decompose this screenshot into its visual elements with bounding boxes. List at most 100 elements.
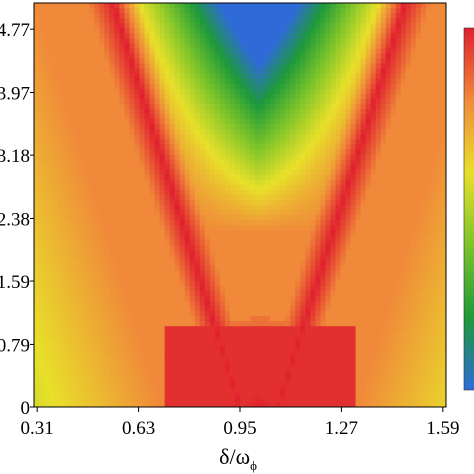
heatmap-cell — [320, 245, 327, 252]
heatmap-cell — [134, 119, 141, 125]
heatmap-cell — [345, 73, 352, 80]
heatmap-cell — [49, 270, 55, 277]
heatmap-cell — [139, 159, 146, 166]
heatmap-cell — [440, 255, 446, 262]
heatmap-cell — [310, 144, 316, 151]
heatmap-cell — [234, 43, 241, 50]
heatmap-cell — [144, 265, 151, 272]
heatmap-cell — [395, 154, 402, 161]
heatmap-cell — [84, 134, 90, 140]
heatmap-cell — [39, 48, 45, 55]
heatmap-cell — [355, 93, 362, 100]
heatmap-cell — [124, 28, 131, 34]
heatmap-cell — [39, 3, 45, 9]
heatmap-cell — [270, 169, 276, 176]
heatmap-cell — [330, 169, 337, 176]
heatmap-cell — [129, 33, 136, 39]
heatmap-cell — [395, 98, 402, 105]
heatmap-cell — [139, 129, 146, 135]
heatmap-cell — [199, 199, 206, 206]
heatmap-cell — [49, 119, 55, 125]
heatmap-cell — [74, 250, 80, 257]
heatmap-cell — [119, 43, 126, 50]
heatmap-cell — [209, 285, 216, 292]
heatmap-cell — [245, 290, 251, 297]
heatmap-cell — [280, 114, 286, 120]
heatmap-cell — [84, 220, 90, 226]
heatmap-cell — [149, 275, 156, 282]
heatmap-cell — [89, 194, 95, 201]
heatmap-cell — [305, 179, 311, 186]
heatmap-cell — [209, 23, 216, 29]
heatmap-cell — [245, 83, 251, 90]
heatmap-cell — [290, 300, 296, 307]
heatmap-cell — [400, 295, 407, 302]
heatmap-cell — [114, 134, 121, 140]
heatmap-cell — [295, 280, 301, 287]
heatmap-cell — [315, 33, 321, 39]
heatmap-cell — [229, 38, 236, 44]
heatmap-cell — [430, 73, 437, 80]
heatmap-cell — [420, 220, 427, 226]
heatmap-cell — [320, 265, 327, 272]
heatmap-cell — [104, 129, 110, 135]
heatmap-cell — [74, 260, 80, 267]
heatmap-cell — [184, 23, 191, 29]
heatmap-cell — [240, 53, 246, 60]
heatmap-cell — [174, 230, 181, 236]
heatmap-cell — [99, 159, 105, 166]
heatmap-cell — [350, 174, 357, 181]
heatmap-cell — [300, 68, 306, 75]
heatmap-cell — [315, 28, 321, 34]
heatmap-cell — [415, 245, 422, 252]
heatmap-cell — [350, 210, 357, 216]
heatmap-cell — [139, 119, 146, 125]
heatmap-cell — [189, 255, 196, 262]
heatmap-cell — [375, 68, 382, 75]
heatmap-cell — [124, 104, 131, 110]
heatmap-cell — [425, 285, 432, 292]
heatmap-cell — [350, 306, 357, 312]
heatmap-cell — [179, 265, 186, 272]
heatmap-cell — [224, 38, 231, 44]
heatmap-cell — [330, 220, 337, 226]
heatmap-cell — [395, 43, 402, 50]
heatmap-cell — [275, 43, 281, 50]
heatmap-cell — [315, 194, 321, 201]
heatmap-cell — [430, 199, 437, 206]
heatmap-cell — [74, 119, 80, 125]
heatmap-cell — [430, 174, 437, 181]
heatmap-cell — [285, 63, 291, 70]
heatmap-cell — [405, 104, 412, 110]
heatmap-cell — [234, 114, 241, 120]
heatmap-cell — [385, 63, 392, 70]
heatmap-cell — [410, 18, 417, 24]
heatmap-cell — [240, 306, 246, 312]
heatmap-cell — [385, 174, 392, 181]
heatmap-cell — [290, 240, 296, 246]
heatmap-cell — [260, 265, 266, 272]
heatmap-cell — [214, 210, 221, 216]
heatmap-cell — [114, 184, 121, 191]
heatmap-cell — [54, 174, 60, 181]
heatmap-cell — [365, 139, 372, 145]
heatmap-cell — [360, 73, 367, 80]
heatmap-cell — [285, 210, 291, 216]
heatmap-cell — [435, 255, 442, 262]
heatmap-cell — [390, 184, 397, 191]
heatmap-cell — [350, 129, 357, 135]
heatmap-cell — [250, 199, 256, 206]
heatmap-cell — [124, 3, 131, 9]
heatmap-cell — [184, 119, 191, 125]
heatmap-cell — [385, 260, 392, 267]
heatmap-cell — [234, 295, 241, 302]
heatmap-cell — [119, 235, 126, 241]
heatmap-cell — [119, 154, 126, 161]
heatmap-cell — [69, 215, 75, 221]
heatmap-cell — [104, 179, 110, 186]
heatmap-cell — [159, 260, 166, 267]
heatmap-cell — [179, 58, 186, 65]
heatmap-cell — [430, 265, 437, 272]
heatmap-cell — [375, 114, 382, 120]
heatmap-cell — [350, 83, 357, 90]
